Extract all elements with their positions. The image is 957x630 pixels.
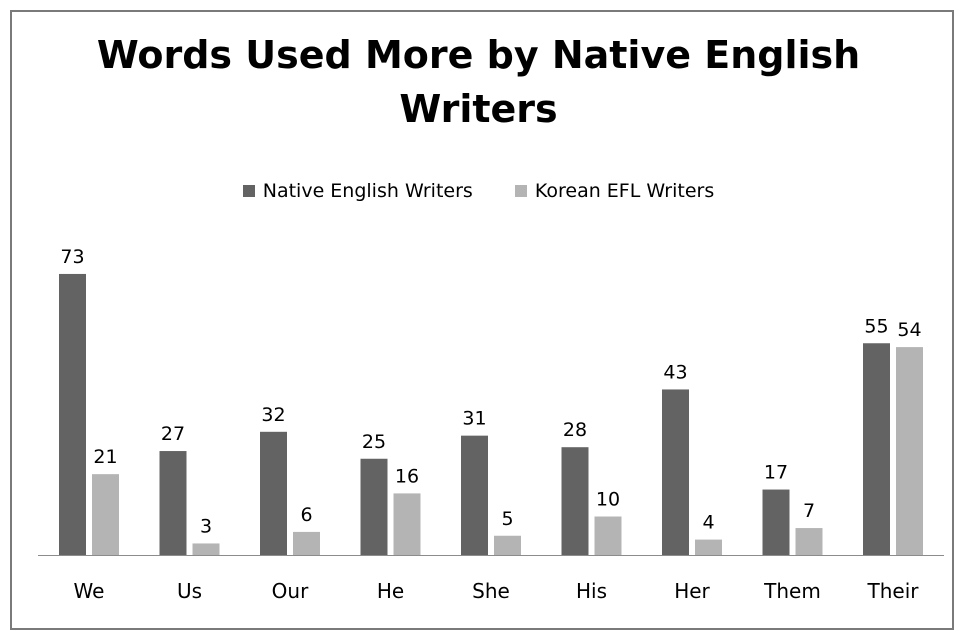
- bar-native-she: [461, 435, 488, 555]
- data-label-native-her: 43: [663, 361, 687, 383]
- legend-item-korean: Korean EFL Writers: [514, 180, 715, 202]
- chart-legend: Native English Writers Korean EFL Writer…: [0, 180, 957, 202]
- x-tick-label-them: Them: [763, 579, 821, 603]
- bar-korean-her: [695, 539, 722, 555]
- data-label-native-us: 27: [161, 423, 185, 445]
- x-tick-label-our: Our: [272, 579, 309, 603]
- bar-korean-our: [293, 531, 320, 555]
- bar-native-our: [260, 431, 287, 555]
- data-label-korean-us: 3: [200, 515, 212, 537]
- x-tick-label-we: We: [74, 579, 105, 603]
- data-label-native-he: 25: [362, 431, 386, 453]
- data-label-native-them: 17: [764, 462, 788, 484]
- bar-korean-we: [92, 474, 119, 555]
- bar-korean-he: [393, 493, 421, 555]
- data-label-korean-them: 7: [803, 500, 815, 522]
- bar-korean-she: [494, 535, 521, 555]
- bar-native-them: [762, 489, 790, 555]
- bar-korean-his: [594, 516, 622, 555]
- data-label-korean-his: 10: [596, 489, 620, 511]
- data-label-korean-her: 4: [702, 512, 714, 534]
- data-label-korean-our: 6: [300, 504, 312, 526]
- bar-native-their: [863, 343, 890, 555]
- data-label-native-we: 73: [60, 246, 84, 268]
- bar-native-he: [360, 458, 388, 555]
- legend-label-korean: Korean EFL Writers: [534, 180, 715, 202]
- x-tick-label-their: Their: [867, 579, 920, 603]
- data-label-korean-she: 5: [501, 508, 513, 530]
- bar-native-her: [662, 389, 689, 555]
- data-label-native-their: 55: [864, 315, 888, 337]
- x-tick-label-he: He: [377, 579, 404, 603]
- data-label-korean-he: 16: [395, 465, 419, 487]
- x-tick-label-her: Her: [674, 579, 710, 603]
- bar-korean-their: [896, 347, 923, 555]
- bar-korean-them: [795, 528, 823, 555]
- bar-native-his: [561, 447, 589, 555]
- x-tick-label-us: Us: [177, 579, 202, 603]
- legend-swatch-native: [242, 185, 255, 197]
- data-label-native-his: 28: [563, 419, 587, 441]
- data-label-korean-their: 54: [897, 319, 921, 341]
- data-label-korean-we: 21: [93, 446, 117, 468]
- data-label-native-our: 32: [261, 404, 285, 426]
- chart-title-line-2: Writers: [399, 87, 558, 131]
- bar-native-us: [159, 451, 187, 555]
- data-label-native-she: 31: [462, 408, 486, 430]
- x-tick-label-his: His: [576, 579, 607, 603]
- chart-title-line-1: Words Used More by Native English: [96, 33, 861, 77]
- legend-item-native: Native English Writers: [242, 180, 473, 202]
- legend-label-native: Native English Writers: [262, 180, 473, 202]
- legend-swatch-korean: [514, 185, 527, 197]
- bar-native-we: [59, 273, 86, 555]
- x-tick-label-she: She: [472, 579, 510, 603]
- bar-korean-us: [192, 543, 220, 555]
- chart-title: Words Used More by Native English Writer…: [0, 28, 957, 136]
